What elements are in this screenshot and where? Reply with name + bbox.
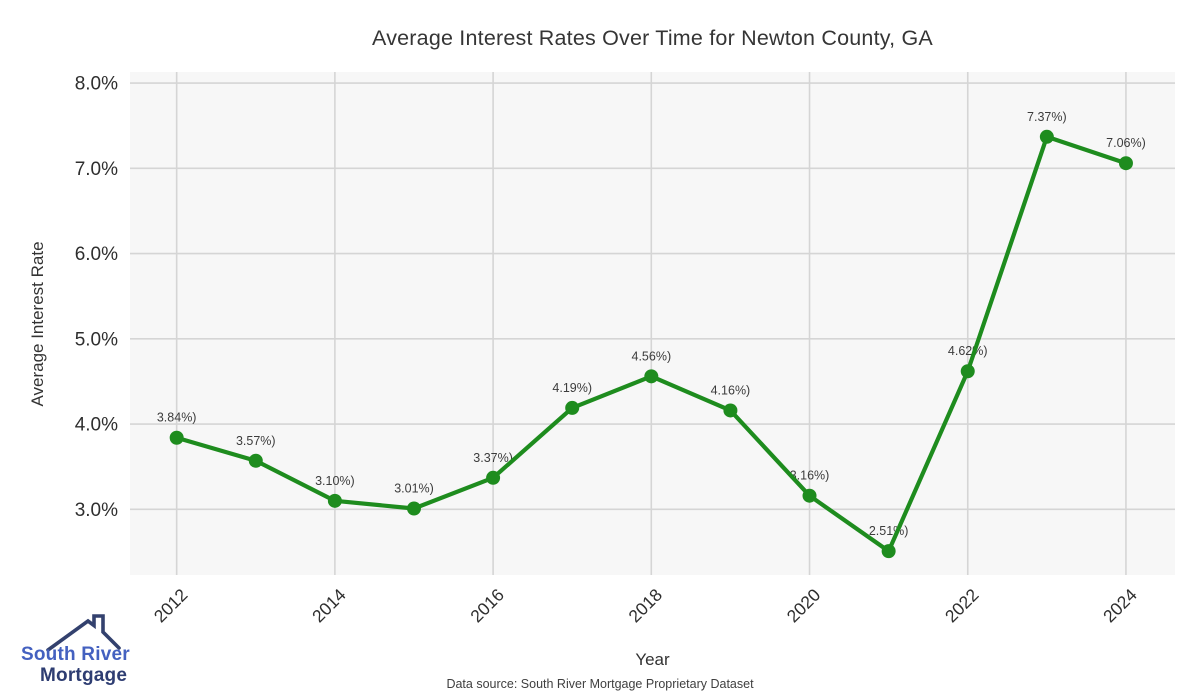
data-point-label: 4.56%) bbox=[632, 349, 672, 363]
data-point-marker bbox=[960, 364, 975, 379]
house-roof-icon bbox=[46, 614, 121, 652]
data-point-label: 4.16%) bbox=[711, 383, 751, 397]
x-tick-label: 2012 bbox=[150, 585, 192, 627]
data-point-label: 3.01%) bbox=[394, 482, 434, 496]
chart-title: Average Interest Rates Over Time for New… bbox=[372, 26, 933, 50]
y-tick-label: 7.0% bbox=[75, 159, 118, 180]
data-point-label: 3.16%) bbox=[790, 469, 830, 483]
data-point-label: 4.62%) bbox=[948, 344, 988, 358]
data-point-marker bbox=[248, 453, 263, 468]
data-point-label: 3.57%) bbox=[236, 434, 276, 448]
x-tick-label: 2018 bbox=[624, 585, 666, 627]
data-point-label: 7.37%) bbox=[1027, 110, 1067, 124]
data-point-marker bbox=[169, 430, 184, 445]
x-axis-title: Year bbox=[635, 650, 670, 669]
data-point-label: 4.19%) bbox=[552, 381, 592, 395]
logo-text-line1: South River bbox=[21, 644, 130, 665]
data-source-caption: Data source: South River Mortgage Propri… bbox=[446, 677, 754, 691]
x-tick-label: 2014 bbox=[308, 585, 350, 627]
data-point-marker bbox=[1039, 129, 1054, 144]
x-tick-label: 2022 bbox=[941, 585, 983, 627]
plot-area-background bbox=[130, 72, 1175, 575]
data-point-label: 2.51%) bbox=[869, 524, 909, 538]
data-point-label: 3.10%) bbox=[315, 474, 355, 488]
data-point-marker bbox=[723, 403, 738, 418]
data-point-marker bbox=[486, 470, 501, 485]
data-point-marker bbox=[327, 493, 342, 508]
data-point-marker bbox=[1118, 156, 1133, 171]
data-point-label: 3.84%) bbox=[157, 411, 197, 425]
y-tick-label: 5.0% bbox=[75, 329, 118, 350]
logo-text-line2: Mortgage bbox=[40, 665, 128, 686]
data-point-marker bbox=[881, 544, 896, 559]
x-tick-label: 2024 bbox=[1099, 585, 1141, 627]
data-point-label: 7.06%) bbox=[1106, 136, 1146, 150]
data-point-marker bbox=[406, 501, 421, 516]
data-point-marker bbox=[644, 369, 659, 384]
y-tick-label: 3.0% bbox=[75, 500, 118, 521]
y-tick-label: 4.0% bbox=[75, 415, 118, 436]
y-tick-label: 6.0% bbox=[75, 244, 118, 265]
data-point-marker bbox=[802, 488, 817, 503]
x-tick-label: 2020 bbox=[783, 585, 825, 627]
y-tick-label: 8.0% bbox=[75, 74, 118, 95]
data-point-label: 3.37%) bbox=[473, 451, 513, 465]
south-river-mortgage-logo: South River Mortgage bbox=[16, 608, 148, 694]
x-tick-label: 2016 bbox=[466, 585, 508, 627]
data-point-marker bbox=[565, 400, 580, 415]
